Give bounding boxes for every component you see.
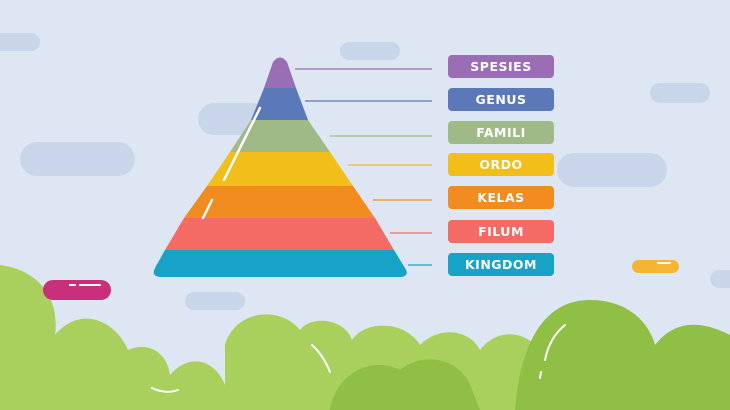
cloud bbox=[340, 42, 400, 60]
bush-center-dark bbox=[330, 359, 480, 410]
cloud bbox=[20, 142, 135, 176]
bush-highlights bbox=[151, 324, 566, 393]
label-spesies: SPESIES bbox=[448, 55, 554, 78]
pyramid-tier-ordo bbox=[207, 152, 353, 186]
shine-stroke bbox=[222, 106, 262, 182]
label-famili: FAMILI bbox=[448, 121, 554, 144]
label-genus: GENUS bbox=[448, 88, 554, 111]
bush-right bbox=[515, 300, 730, 410]
cloud bbox=[0, 33, 40, 51]
pyramid-tier-kelas bbox=[184, 186, 375, 218]
pyramid-tier-spesies bbox=[264, 57, 296, 88]
shine-stroke bbox=[201, 198, 214, 220]
pyramid-tier-genus bbox=[251, 88, 308, 120]
label-kelas: KELAS bbox=[448, 186, 554, 209]
clouds bbox=[0, 33, 730, 310]
label-filum: FILUM bbox=[448, 220, 554, 243]
cloud bbox=[557, 153, 667, 187]
pill-magenta bbox=[43, 280, 111, 300]
pyramid-tier-famili bbox=[230, 120, 330, 152]
cloud bbox=[650, 83, 710, 103]
bush-left bbox=[0, 265, 225, 410]
highlight-stroke bbox=[544, 324, 566, 361]
label-ordo: ORDO bbox=[448, 153, 554, 176]
highlight-stroke bbox=[311, 344, 331, 373]
pyramid bbox=[153, 57, 407, 277]
highlight-stroke bbox=[151, 387, 179, 393]
cloud bbox=[185, 292, 245, 310]
connectors bbox=[295, 68, 432, 266]
highlight-stroke bbox=[539, 371, 542, 379]
cloud bbox=[710, 270, 730, 288]
pill-orange bbox=[632, 260, 679, 273]
pyramid-tier-filum bbox=[165, 218, 394, 250]
pyramid-shine bbox=[201, 106, 262, 220]
pyramid-tier-kingdom bbox=[153, 250, 407, 277]
label-kingdom: KINGDOM bbox=[448, 253, 554, 276]
